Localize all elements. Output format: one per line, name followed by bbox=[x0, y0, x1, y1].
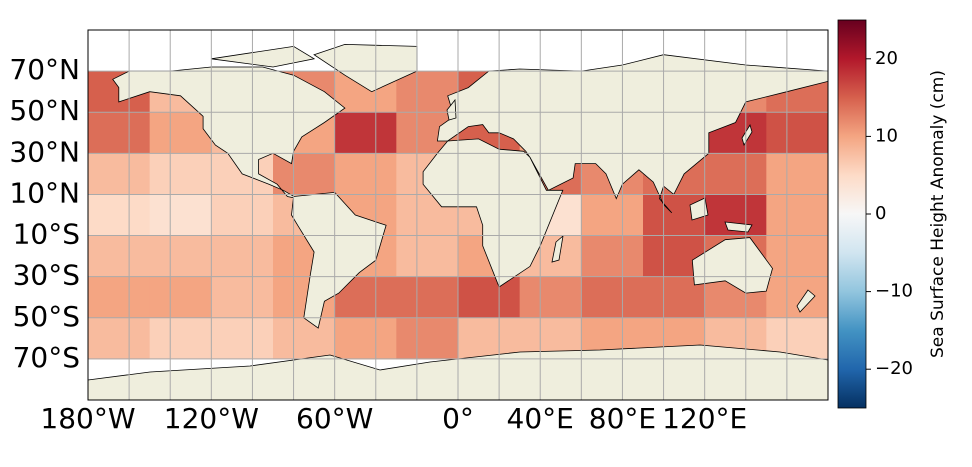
anomaly-cell bbox=[766, 235, 828, 278]
map-frame bbox=[87, 29, 829, 401]
anomaly-cell bbox=[704, 153, 767, 195]
anomaly-cell bbox=[149, 153, 212, 195]
colorbar-tick-label: 20 bbox=[875, 48, 898, 69]
anomaly-cell bbox=[273, 317, 336, 360]
anomaly-cell bbox=[334, 153, 397, 195]
anomaly-cell bbox=[88, 235, 151, 278]
y-tick-label: 10°N bbox=[9, 176, 80, 209]
anomaly-cell bbox=[149, 235, 212, 278]
y-tick-label: 30°S bbox=[13, 259, 80, 292]
anomaly-cell bbox=[211, 235, 274, 278]
anomaly-cell bbox=[211, 194, 274, 237]
y-tick-label: 50°N bbox=[9, 94, 80, 127]
anomaly-cell bbox=[88, 276, 151, 319]
colorbar-tick-label: −10 bbox=[875, 281, 913, 302]
anomaly-cell bbox=[396, 317, 459, 360]
anomaly-cell bbox=[88, 194, 151, 237]
y-tick-label: 30°N bbox=[9, 135, 80, 168]
y-tick-label: 70°N bbox=[9, 53, 80, 86]
anomaly-cell bbox=[581, 276, 644, 319]
x-tick-label: 40°E bbox=[507, 402, 574, 435]
anomaly-cell bbox=[211, 276, 274, 319]
borneo bbox=[689, 197, 709, 221]
colorbar-tick-label: 0 bbox=[875, 203, 886, 224]
anomaly-cell bbox=[766, 276, 828, 319]
anomaly-cell bbox=[149, 194, 212, 237]
anomaly-cell bbox=[334, 317, 397, 360]
anomaly-cell bbox=[149, 276, 212, 319]
y-tick-label: 10°S bbox=[13, 218, 80, 251]
x-tick-label: 0° bbox=[442, 402, 474, 435]
x-tick-label: 180°W bbox=[40, 402, 135, 435]
new-guinea bbox=[724, 221, 753, 233]
anomaly-cell bbox=[458, 276, 521, 319]
anomaly-cell bbox=[88, 317, 151, 360]
x-tick-label: 80°E bbox=[589, 402, 656, 435]
anomaly-cell bbox=[458, 317, 521, 360]
anomaly-cell bbox=[211, 317, 274, 360]
anomaly-cell bbox=[766, 153, 828, 195]
anomaly-cell bbox=[766, 112, 828, 154]
anomaly-cell bbox=[581, 194, 644, 237]
colorbar-tick-label: 10 bbox=[875, 125, 898, 146]
x-tick-label: 120°E bbox=[662, 402, 747, 435]
anomaly-cell bbox=[396, 235, 459, 278]
x-tick-label: 120°W bbox=[164, 402, 259, 435]
madagascar bbox=[551, 234, 564, 263]
y-tick-label: 70°S bbox=[13, 341, 80, 374]
anomaly-cell bbox=[88, 112, 151, 154]
anomaly-cell bbox=[334, 112, 397, 154]
north-america bbox=[112, 66, 346, 199]
south-america bbox=[291, 191, 387, 329]
anomaly-cell bbox=[273, 153, 336, 195]
anomaly-cell bbox=[149, 317, 212, 360]
uk bbox=[446, 98, 457, 121]
anomaly-cell bbox=[519, 276, 582, 319]
anomaly-cell bbox=[581, 235, 644, 278]
anomaly-cell bbox=[88, 153, 151, 195]
x-tick-label: 60°W bbox=[296, 402, 373, 435]
japan bbox=[741, 124, 753, 146]
anomaly-cell bbox=[149, 112, 212, 154]
colorbar-tick-label: −20 bbox=[875, 358, 913, 379]
anomaly-cell bbox=[766, 194, 828, 237]
y-tick-label: 50°S bbox=[13, 300, 80, 333]
anomaly-cell bbox=[396, 71, 459, 113]
graticule bbox=[88, 30, 828, 400]
colorbar-label: Sea Surface Height Anomaly (cm) bbox=[928, 70, 948, 358]
colorbar bbox=[837, 19, 867, 409]
anomaly-cell bbox=[396, 276, 459, 319]
new-zealand bbox=[796, 289, 816, 313]
